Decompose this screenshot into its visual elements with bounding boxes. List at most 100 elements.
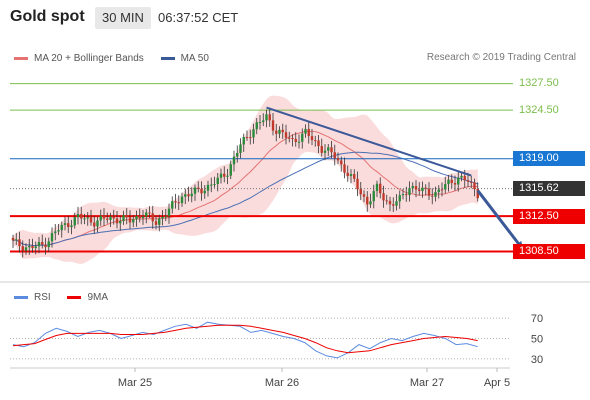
candle-body	[470, 181, 473, 183]
candle-body	[268, 114, 271, 121]
candle-body	[284, 132, 288, 138]
candle-body	[411, 186, 414, 189]
candle-body	[388, 200, 392, 205]
candle-body	[401, 194, 405, 196]
candle-body	[37, 241, 41, 247]
candle-body	[106, 218, 109, 220]
candle-body	[424, 187, 427, 189]
candle-body	[167, 208, 171, 217]
candle-body	[444, 184, 447, 190]
candle-body	[151, 213, 154, 222]
legend-ma50-label: MA 50	[180, 53, 209, 64]
candle-body	[200, 188, 203, 194]
price-tag-support: 1308.50	[513, 244, 585, 259]
candle-body	[291, 138, 294, 140]
candle-body	[466, 180, 470, 182]
rsi-tick-label: 30	[531, 354, 543, 366]
x-tick-label: Mar 26	[265, 377, 299, 389]
ma20-line	[12, 130, 478, 247]
candle-body	[226, 175, 229, 177]
legend-ma20-label: MA 20 + Bollinger Bands	[34, 53, 144, 64]
candle-body	[301, 133, 304, 142]
candle-body	[193, 187, 197, 194]
candle-body	[255, 122, 258, 130]
candle-body	[96, 220, 99, 227]
candle-body	[60, 224, 63, 231]
candle-body	[54, 231, 57, 234]
candle-body	[275, 130, 278, 134]
candle-body	[340, 160, 343, 165]
candle-body	[457, 177, 460, 185]
candle-body	[223, 173, 226, 177]
candle-body	[28, 245, 31, 248]
ma50-swatch-icon	[160, 57, 175, 60]
candle-body	[249, 137, 252, 139]
candle-body	[41, 241, 44, 245]
candle-body	[119, 220, 122, 224]
candle-body	[369, 201, 372, 205]
candle-body	[174, 201, 177, 203]
legend-9ma-label: 9MA	[87, 292, 109, 303]
candle-body	[21, 246, 24, 251]
candle-body	[216, 177, 219, 185]
legend-rsi: RSI	[14, 292, 51, 303]
candle-body	[392, 204, 395, 206]
credit-text: Research © 2019 Trading Central	[426, 52, 576, 63]
candle-body	[171, 201, 174, 209]
candle-body	[242, 137, 245, 145]
candle-body	[372, 191, 375, 202]
candle-body	[148, 212, 151, 214]
candle-body	[307, 128, 310, 137]
candle-body	[258, 122, 262, 124]
legend-ma50: MA 50	[160, 53, 209, 64]
candle-body	[229, 164, 232, 176]
candle-body	[323, 150, 327, 153]
candle-body	[346, 172, 349, 176]
candle-body	[294, 138, 297, 142]
legend-9ma: 9MA	[67, 292, 108, 303]
x-tick-label: Mar 25	[118, 377, 152, 389]
candle-body	[473, 182, 476, 190]
candle-body	[362, 194, 366, 197]
candle-body	[93, 222, 96, 227]
candle-body	[184, 194, 187, 197]
candle-body	[232, 156, 236, 165]
candle-body	[161, 217, 164, 219]
candle-body	[343, 164, 346, 173]
candle-body	[385, 200, 388, 202]
candle-body	[57, 230, 60, 232]
candle-body	[219, 173, 223, 178]
x-tick-label: Mar 27	[410, 377, 444, 389]
candle-body	[262, 120, 265, 123]
candle-body	[76, 213, 80, 218]
candle-body	[70, 225, 73, 228]
rsi-swatch-icon	[14, 296, 28, 299]
price-tag-resistance: 1324.50	[519, 103, 559, 116]
candle-body	[210, 184, 213, 186]
candle-body	[353, 174, 356, 179]
candle-body	[15, 239, 18, 241]
timeframe-selector[interactable]: 30 MIN	[95, 7, 151, 29]
price-tag-pivot: 1319.00	[513, 151, 585, 167]
ma9-swatch-icon	[67, 296, 82, 299]
candle-body	[154, 221, 158, 225]
header: Gold spot 30 MIN 06:37:52 CET	[0, 0, 590, 36]
candle-body	[460, 175, 463, 178]
trendline	[266, 106, 472, 177]
forecast-arrow-shaft	[476, 189, 521, 246]
candle-body	[83, 218, 86, 220]
candle-body	[349, 174, 353, 176]
x-tick-label: Apr 5	[484, 377, 510, 389]
candle-body	[252, 129, 255, 138]
candle-body	[50, 233, 54, 242]
candle-body	[236, 152, 239, 157]
candle-body	[333, 152, 336, 159]
candle-body	[141, 216, 145, 219]
candle-body	[450, 179, 453, 184]
candle-body	[47, 241, 50, 248]
candle-body	[187, 194, 190, 197]
candle-body	[366, 196, 369, 205]
candle-body	[476, 189, 479, 199]
candle-body	[31, 245, 34, 249]
